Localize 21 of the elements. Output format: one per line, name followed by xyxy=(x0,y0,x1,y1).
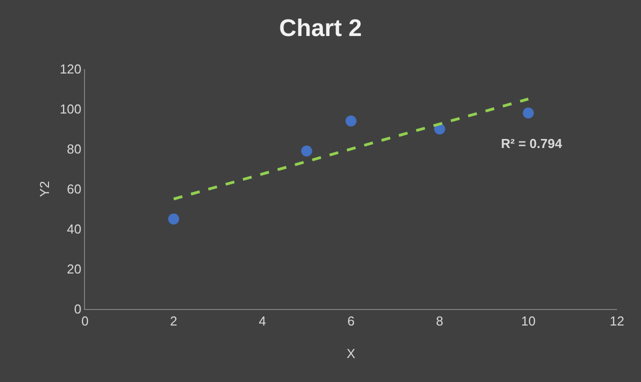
y-axis-title: Y2 xyxy=(37,181,52,197)
y-tick-label: 60 xyxy=(66,182,82,197)
point xyxy=(346,116,356,126)
y-tick-label: 40 xyxy=(66,222,82,237)
y-tick-label: 80 xyxy=(66,142,82,157)
x-tick-label: 10 xyxy=(521,314,536,329)
point xyxy=(522,108,534,118)
annotation: R² = 0.794 xyxy=(501,136,563,151)
point xyxy=(301,146,312,156)
y-tick-label: 20 xyxy=(66,262,82,277)
chart-title: Chart 2 xyxy=(279,14,362,42)
x-tick-label: 2 xyxy=(170,314,178,329)
y-tick-label: 120 xyxy=(60,62,82,77)
x-axis-title: X xyxy=(346,346,356,361)
x-tick-label: 4 xyxy=(258,314,266,329)
x-tick-label: 12 xyxy=(610,314,624,329)
y-tick-label: 0 xyxy=(74,302,82,317)
x-tick-label: 6 xyxy=(347,314,355,329)
y-tick-label: 100 xyxy=(60,102,82,117)
x-tick-label: 8 xyxy=(436,314,444,329)
point xyxy=(168,214,180,224)
